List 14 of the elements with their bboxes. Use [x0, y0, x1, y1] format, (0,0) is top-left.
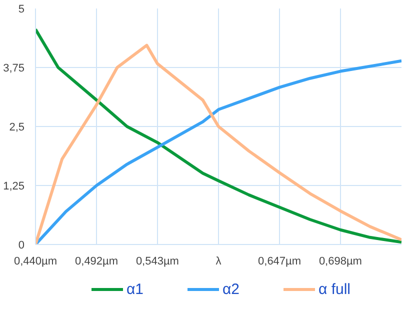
x-tick-label: 0,647µm: [258, 256, 302, 268]
y-tick-label: 1,25: [3, 180, 25, 192]
x-tick-label: λ: [216, 256, 222, 268]
legend-label: α full: [318, 280, 351, 298]
y-tick-label: 0: [18, 240, 25, 252]
y-tick-label: 2,5: [9, 122, 25, 134]
x-tick-label: 0,492µm: [75, 256, 118, 268]
y-tick-label: 3,75: [3, 62, 25, 74]
x-tick-label: 0,440µm: [14, 256, 58, 268]
x-tick-label: 0,543µm: [136, 256, 179, 268]
legend-label: α1: [126, 280, 144, 298]
x-tick-label: 0,698µm: [318, 256, 362, 268]
y-tick-label: 5: [18, 4, 25, 16]
legend-label: α2: [222, 280, 240, 298]
